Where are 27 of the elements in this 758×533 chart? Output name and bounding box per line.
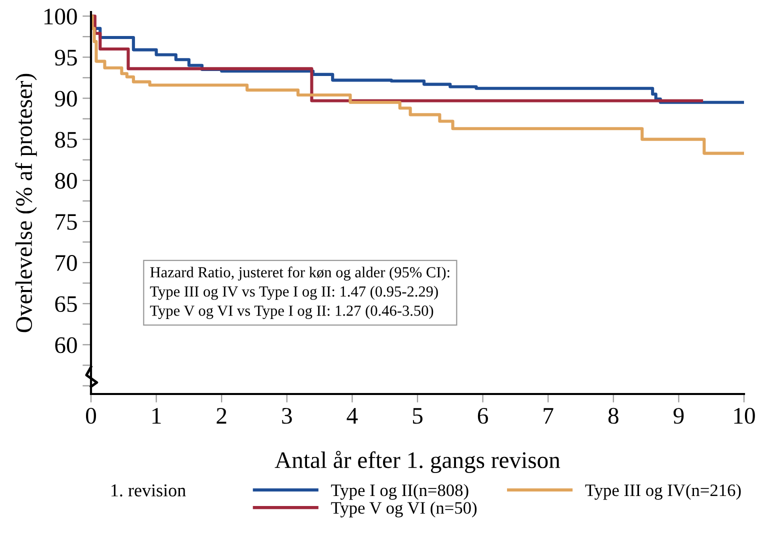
legend-title: 1. revision [112,484,186,497]
y-tick-label: 80 [55,172,77,189]
y-tick-label: 90 [54,90,77,107]
y-tick-label: 60 [55,337,77,354]
legend-label: Type I og II(n=808) [331,484,468,500]
legend-label: Type V og VI (n=50) [331,502,477,518]
annotation: Hazard Ratio, justeret for køn og alder (95% CI): Type III og IV vs Type I og II: 1.47 (0.95-2.29) Type V og VI vs Type I og II: 1.27 (0.46-3.50) [150,266,450,319]
y-tick-label: 95 [54,50,77,66]
x-tick-label: 6 [478,408,488,424]
x-tick-label: 1 [152,408,161,424]
legend-label: Type III og IV(n=216) [585,484,741,500]
x-axis-title: Antal år efter 1. gangs revison [274,450,560,474]
y-tick-label: 100 [44,8,77,25]
x-tick-label: 8 [608,408,618,424]
x-tick-label: 5 [412,408,422,424]
x-tick-label: 10 [734,408,755,424]
x-tick-label: 0 [86,408,96,424]
x-tick-label: 7 [544,408,554,424]
y-axis-title: Overlevelse (% af proteser) [15,74,37,332]
y-tick-label: 75 [56,214,77,230]
x-tick-label: 2 [216,408,226,424]
x-tick-label: 3 [282,408,292,424]
x-tick-label: 4 [346,408,358,424]
y-tick-label: 65 [55,296,77,312]
x-tick-label: 9 [674,408,684,424]
y-tick-label: 85 [55,132,77,148]
y-tick-label: 70 [56,255,77,271]
